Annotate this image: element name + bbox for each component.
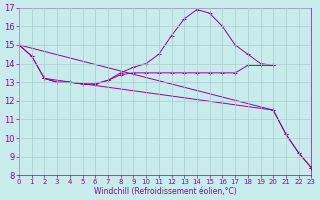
X-axis label: Windchill (Refroidissement éolien,°C): Windchill (Refroidissement éolien,°C) [94, 187, 236, 196]
